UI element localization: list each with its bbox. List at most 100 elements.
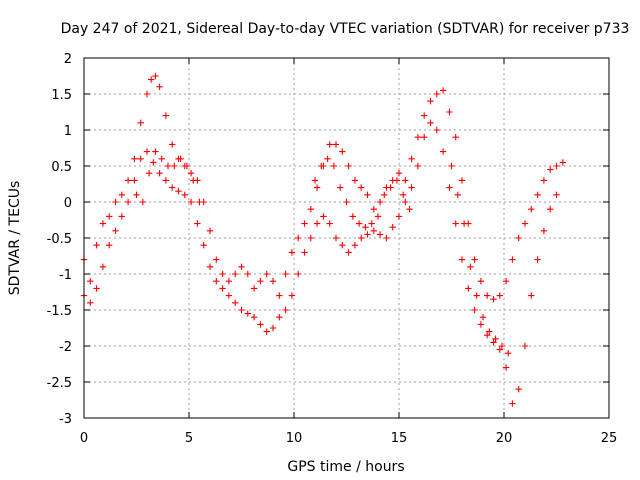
data-point: [465, 285, 472, 292]
data-point: [490, 296, 497, 303]
x-tick-label: 10: [286, 431, 303, 446]
data-point: [351, 242, 359, 249]
data-point: [547, 206, 554, 213]
data-point: [93, 285, 100, 292]
data-point: [374, 213, 382, 220]
data-point: [244, 310, 251, 317]
data-point: [133, 191, 140, 198]
data-point: [332, 234, 340, 242]
data-point: [376, 231, 384, 238]
data-point: [301, 249, 308, 256]
x-tick-label: 0: [80, 431, 88, 446]
data-point: [200, 242, 207, 249]
data-point: [295, 270, 302, 278]
data-point: [521, 220, 529, 227]
data-point: [479, 314, 487, 321]
data-point: [406, 206, 413, 213]
data-point: [156, 170, 163, 177]
data-point: [225, 278, 233, 285]
data-point: [446, 184, 453, 191]
data-point: [477, 278, 485, 285]
data-point: [368, 220, 375, 227]
data-point: [446, 108, 453, 116]
data-point: [87, 278, 94, 285]
data-point: [421, 134, 428, 141]
data-point: [225, 292, 233, 299]
data-point: [337, 184, 344, 191]
data-point: [349, 213, 356, 220]
data-point: [492, 335, 499, 342]
data-point: [351, 177, 359, 184]
data-point: [196, 198, 203, 206]
data-point: [139, 198, 146, 206]
data-point: [177, 155, 184, 162]
data-point: [250, 285, 258, 292]
data-point: [143, 90, 151, 98]
data-point: [257, 321, 264, 328]
data-point: [99, 263, 107, 270]
x-tick-label: 15: [391, 431, 408, 446]
data-point: [145, 170, 153, 177]
data-point: [439, 148, 447, 155]
data-point: [515, 234, 522, 242]
data-point: [427, 119, 434, 126]
data-point: [156, 83, 163, 90]
data-point: [498, 342, 506, 350]
data-point: [169, 184, 176, 191]
data-point: [355, 220, 363, 227]
data-point: [164, 162, 172, 170]
data-point: [421, 112, 428, 119]
axis-ticks: [83, 57, 610, 419]
data-point: [194, 220, 201, 227]
data-point: [339, 242, 346, 249]
y-tick-label: -1.5: [47, 304, 72, 319]
data-point: [326, 220, 333, 227]
y-tick-label: -1: [59, 268, 72, 283]
data-point: [402, 177, 409, 184]
data-point: [427, 98, 434, 105]
y-axis-title: SDTVAR / TECUs: [7, 181, 23, 296]
data-point: [238, 306, 245, 314]
data-point: [106, 213, 113, 220]
data-point: [362, 224, 369, 231]
data-point: [263, 328, 270, 335]
data-point: [364, 191, 371, 198]
data-point: [158, 155, 165, 162]
series-track-c: [133, 148, 512, 357]
data-point: [301, 220, 308, 227]
data-point: [471, 256, 478, 263]
data-point: [213, 278, 220, 285]
data-point: [219, 270, 226, 278]
data-point: [187, 170, 195, 177]
data-point: [313, 184, 321, 191]
data-point: [370, 206, 377, 213]
data-point: [408, 184, 415, 191]
data-point: [295, 234, 302, 242]
data-point: [326, 141, 333, 148]
data-point: [124, 198, 132, 206]
x-tick-label: 25: [601, 431, 618, 446]
data-point: [505, 350, 512, 357]
data-point: [269, 324, 277, 332]
data-point: [559, 159, 566, 166]
data-point: [553, 191, 560, 198]
data-point: [332, 141, 340, 148]
data-point: [484, 332, 491, 339]
data-point: [484, 292, 491, 299]
data-point: [282, 306, 289, 314]
data-point: [486, 328, 493, 335]
data-point: [540, 227, 548, 234]
data-point: [452, 134, 459, 141]
data-point: [124, 177, 132, 184]
data-point: [118, 191, 125, 198]
y-tick-label: -0.5: [47, 232, 72, 247]
data-point: [490, 339, 497, 346]
series-track-a: [80, 72, 566, 303]
data-point: [257, 278, 264, 285]
data-point: [232, 299, 239, 306]
data-point: [439, 87, 447, 94]
data-point: [547, 166, 554, 173]
data-point: [395, 170, 403, 177]
data-point: [206, 263, 214, 270]
data-point: [408, 155, 415, 162]
